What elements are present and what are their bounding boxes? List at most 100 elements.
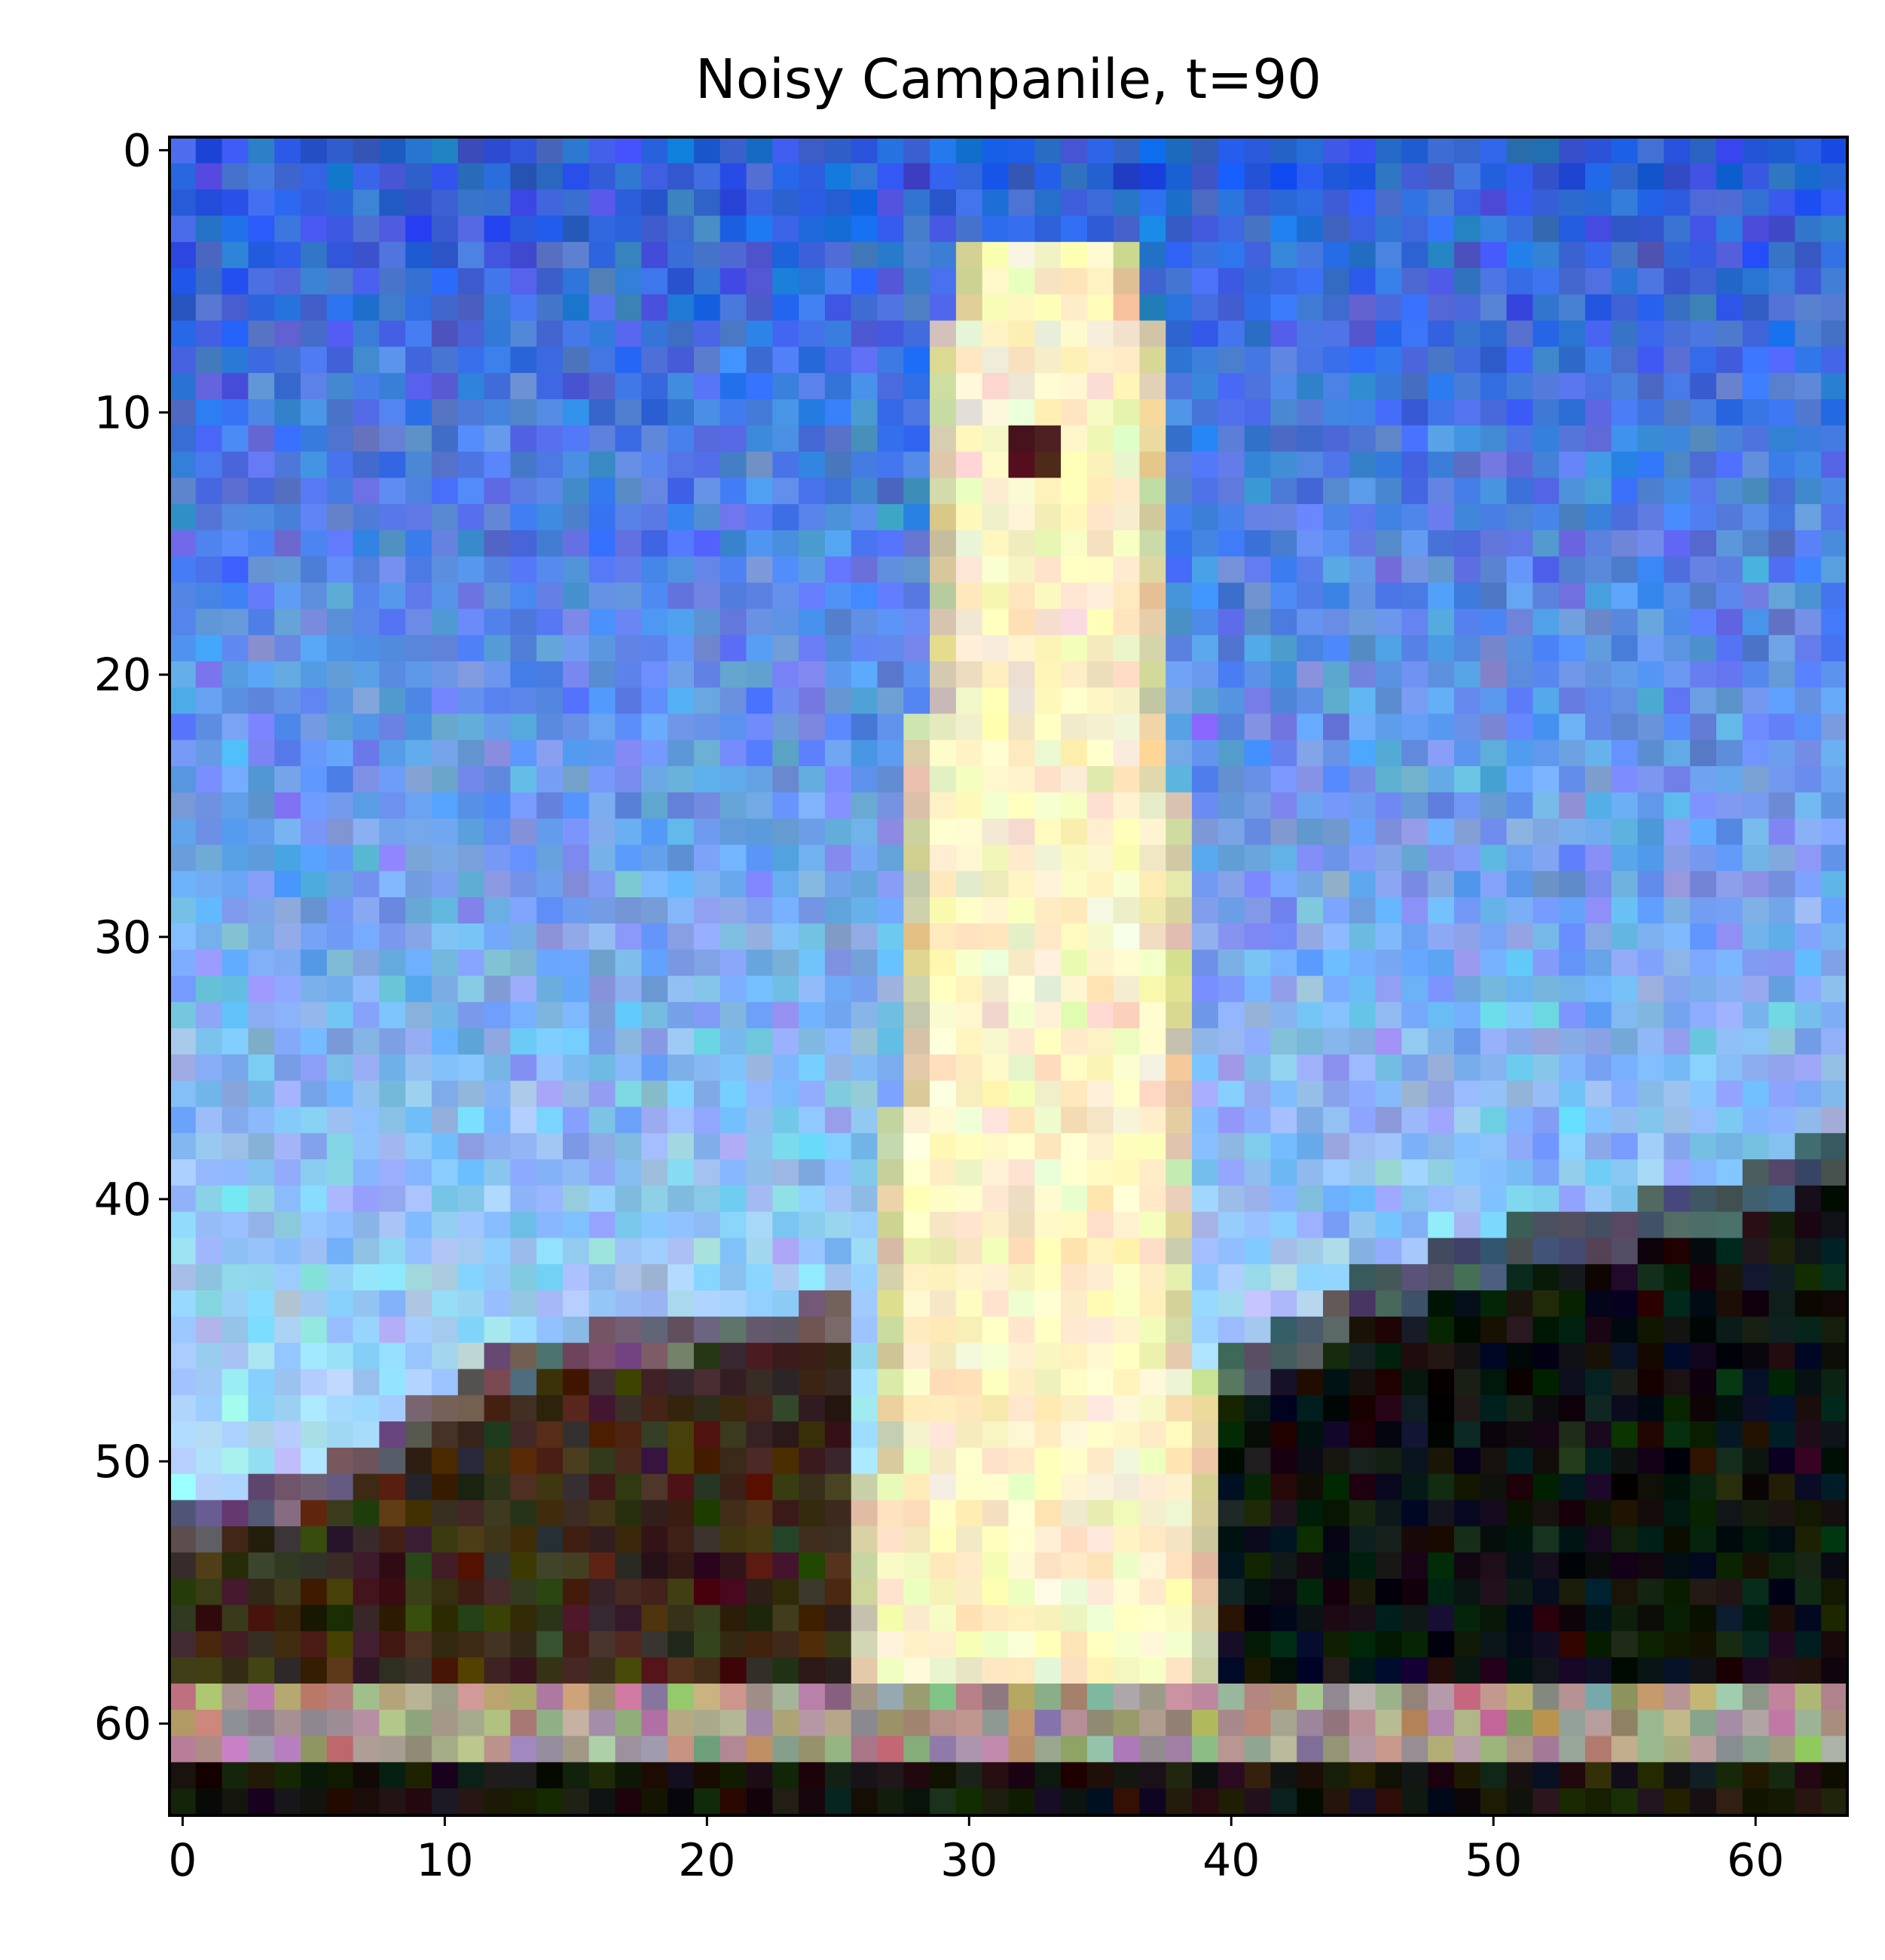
pixel: [1008, 1185, 1035, 1213]
pixel: [1454, 425, 1481, 453]
pixel: [824, 871, 852, 898]
pixel: [1664, 267, 1691, 295]
pixel: [1217, 1369, 1245, 1396]
pixel: [300, 530, 328, 557]
pixel: [1611, 713, 1639, 740]
pixel: [170, 766, 197, 793]
pixel: [300, 267, 328, 295]
pixel: [221, 897, 249, 924]
pixel: [221, 818, 249, 846]
pixel: [955, 1342, 983, 1370]
pixel: [930, 844, 957, 872]
pixel: [405, 1709, 432, 1737]
pixel: [562, 949, 590, 977]
pixel: [955, 687, 983, 715]
pixel: [1401, 294, 1428, 322]
pixel: [1008, 844, 1035, 872]
pixel: [693, 398, 721, 426]
pixel: [1401, 1002, 1428, 1029]
pixel: [982, 1290, 1010, 1317]
pixel: [772, 1631, 799, 1658]
pixel: [170, 478, 197, 505]
pixel: [1454, 1238, 1481, 1265]
pixel: [955, 1054, 983, 1082]
pixel: [195, 1185, 223, 1213]
pixel: [851, 792, 878, 820]
pixel: [588, 1185, 616, 1213]
pixel: [668, 1552, 695, 1580]
pixel: [1821, 373, 1848, 400]
pixel: [1480, 740, 1508, 767]
pixel: [1559, 1395, 1586, 1422]
pixel: [457, 1133, 485, 1160]
pixel: [1008, 582, 1035, 609]
pixel: [1217, 398, 1245, 426]
pixel: [1664, 1788, 1691, 1815]
pixel: [1532, 451, 1560, 478]
pixel: [562, 1238, 590, 1265]
pixel: [484, 189, 511, 216]
pixel: [1349, 1369, 1376, 1396]
pixel: [615, 1604, 642, 1632]
pixel: [1375, 897, 1403, 924]
pixel: [1428, 1631, 1455, 1658]
pixel: [1821, 1185, 1848, 1213]
pixel: [693, 267, 721, 295]
pixel: [1061, 1080, 1088, 1108]
pixel: [1795, 1211, 1822, 1239]
pixel: [457, 897, 485, 924]
pixel: [1454, 1526, 1481, 1553]
pixel: [1611, 844, 1639, 872]
pixel: [195, 1500, 223, 1527]
pixel: [1795, 398, 1822, 426]
pixel: [1192, 1159, 1219, 1186]
pixel: [1742, 1684, 1770, 1711]
pixel: [457, 1054, 485, 1082]
pixel: [641, 792, 668, 820]
pixel: [746, 347, 773, 374]
pixel: [1401, 818, 1428, 846]
pixel: [510, 609, 537, 636]
pixel: [877, 661, 904, 688]
pixel: [1349, 398, 1376, 426]
pixel: [1716, 1788, 1743, 1815]
pixel: [1480, 189, 1508, 216]
pixel: [221, 582, 249, 609]
pixel: [1401, 1709, 1428, 1737]
pixel: [1559, 1447, 1586, 1475]
pixel: [1166, 1447, 1193, 1475]
pixel: [668, 1159, 695, 1186]
pixel: [1297, 267, 1324, 295]
pixel: [1375, 1657, 1403, 1684]
pixel: [799, 137, 826, 164]
pixel: [1795, 1369, 1822, 1396]
pixel: [1166, 1316, 1193, 1344]
pixel: [641, 451, 668, 478]
pixel: [1086, 1631, 1114, 1658]
pixel: [1061, 766, 1088, 793]
pixel: [248, 320, 275, 347]
pixel: [1637, 398, 1665, 426]
pixel: [1008, 1578, 1035, 1606]
pixel: [431, 320, 459, 347]
pixel: [326, 478, 354, 505]
pixel: [405, 661, 432, 688]
pixel: [955, 713, 983, 740]
pixel: [1086, 687, 1114, 715]
pixel: [1244, 687, 1272, 715]
pixel: [326, 1080, 354, 1108]
pixel: [431, 1631, 459, 1658]
pixel: [353, 320, 380, 347]
pixel: [1375, 347, 1403, 374]
pixel: [982, 320, 1010, 347]
pixel: [615, 949, 642, 977]
pixel: [326, 1526, 354, 1553]
pixel: [1559, 242, 1586, 269]
pixel: [1768, 1447, 1796, 1475]
pixel: [1061, 1447, 1088, 1475]
pixel: [799, 1552, 826, 1580]
pixel: [877, 1788, 904, 1815]
pixel: [1113, 1238, 1141, 1265]
pixel: [903, 1473, 930, 1501]
pixel: [615, 163, 642, 191]
